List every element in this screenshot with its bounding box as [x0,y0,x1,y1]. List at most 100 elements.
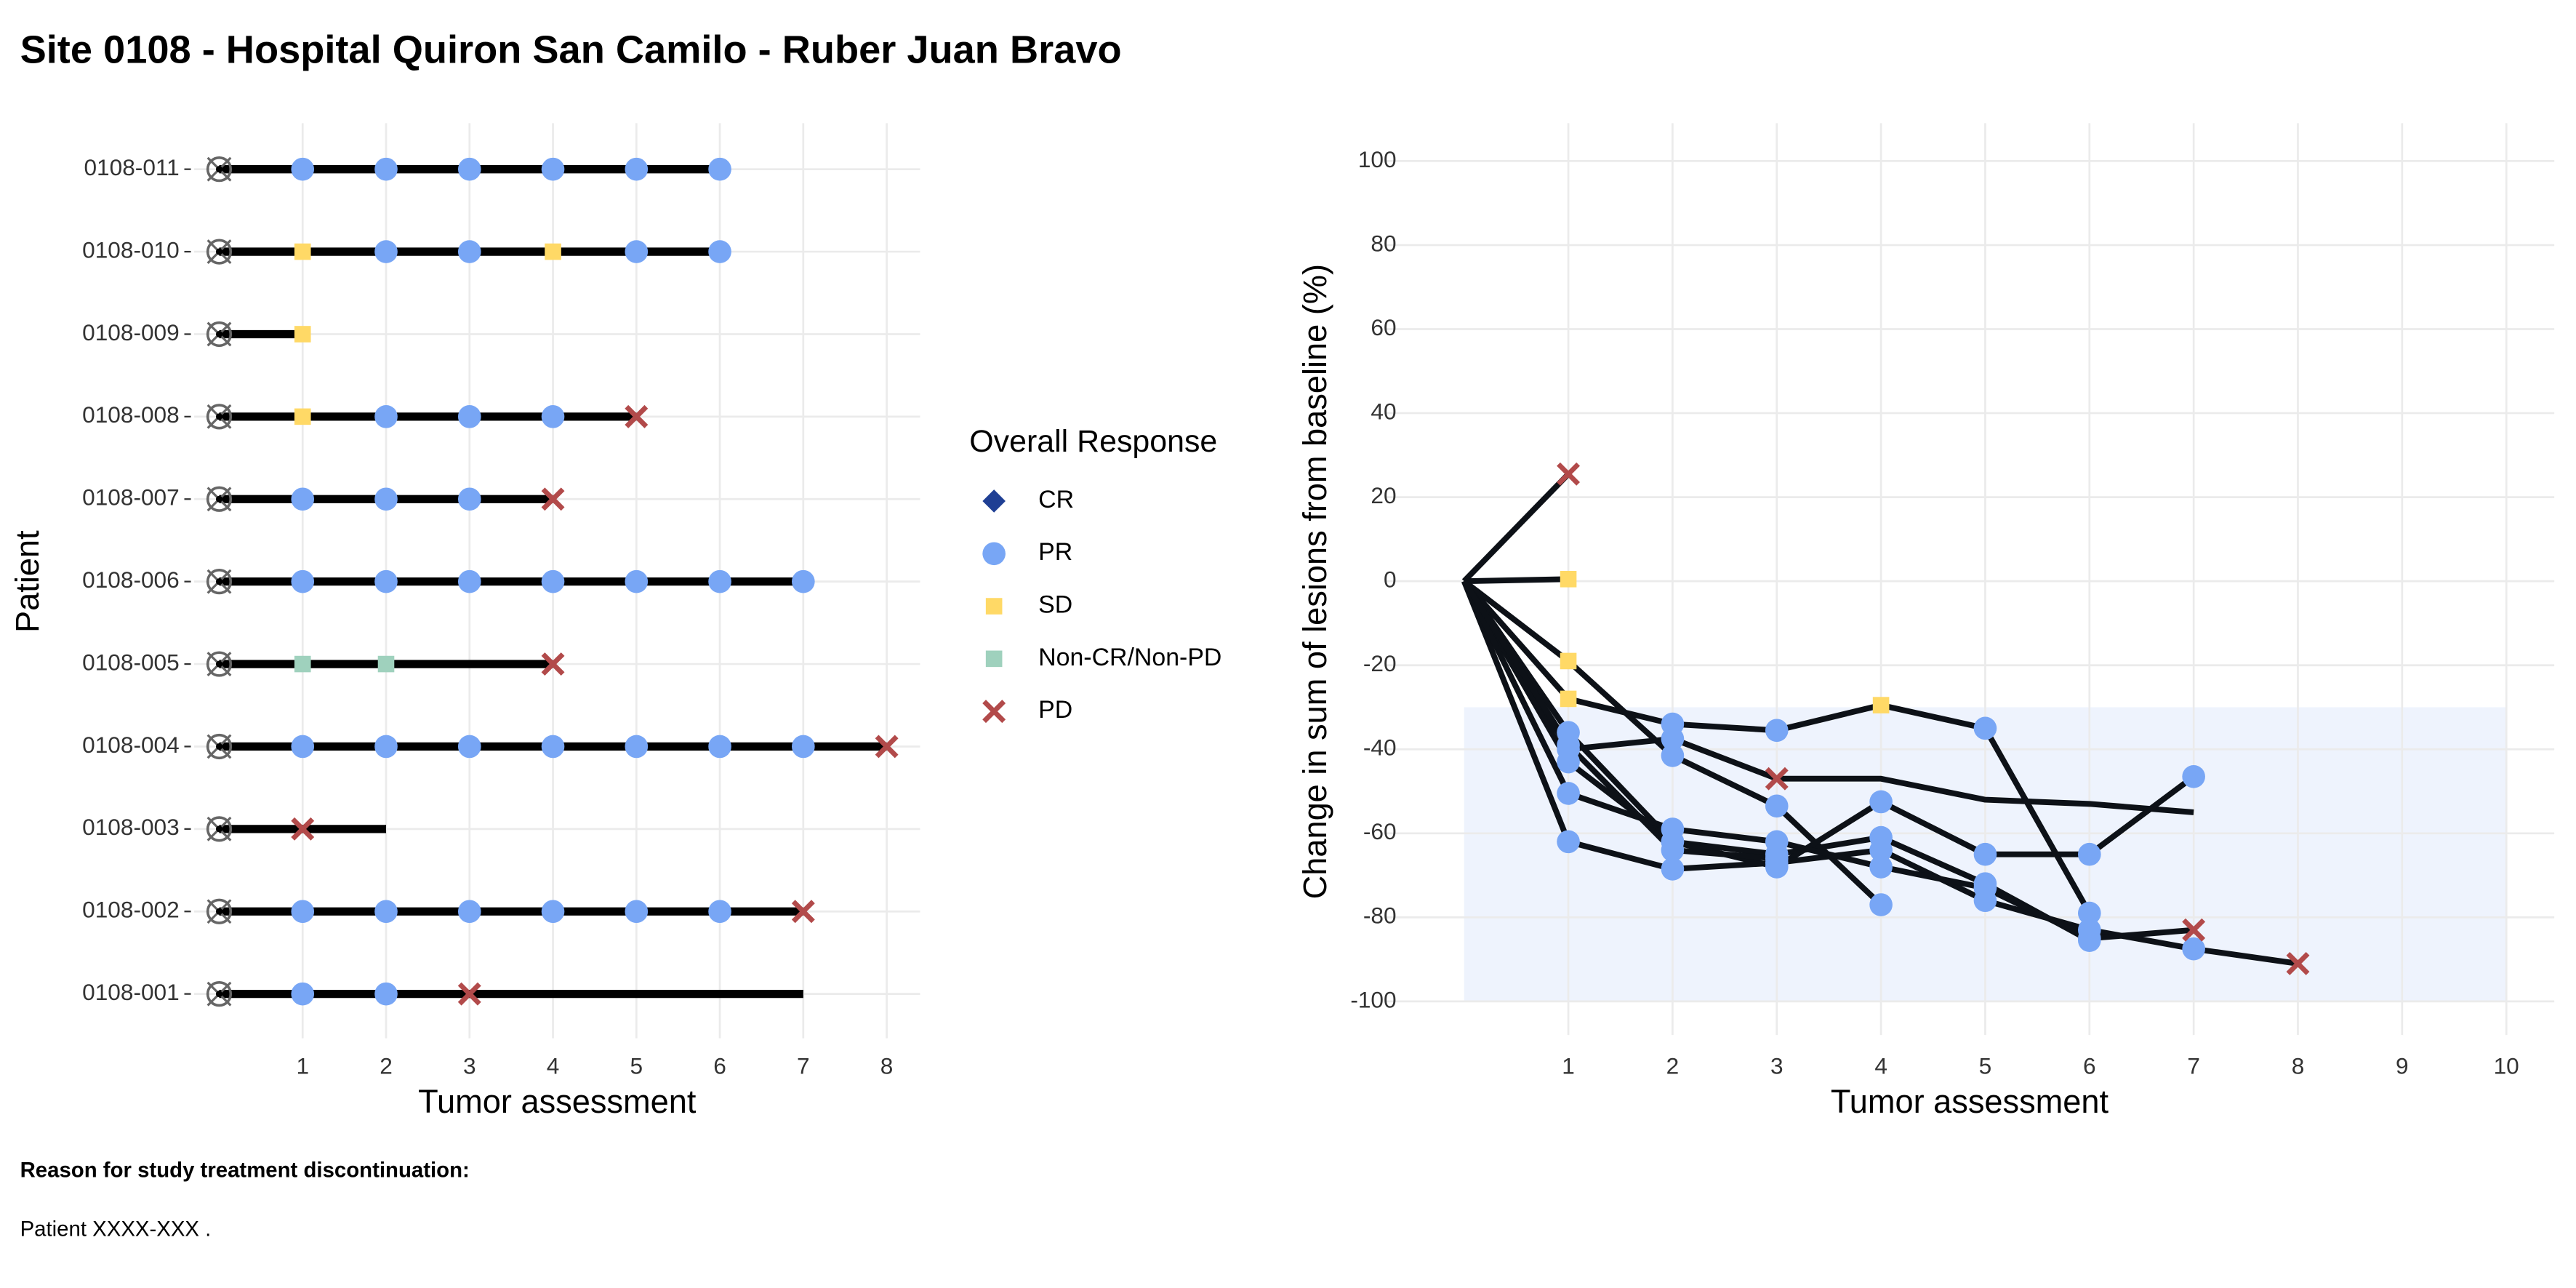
response-marker [708,900,731,924]
response-marker [374,900,398,924]
baseline-marker [215,825,223,833]
x-tick-label: 2 [1666,1053,1680,1079]
response-marker [2077,927,2101,951]
response-marker [294,243,311,260]
response-marker [1661,857,1685,881]
response-marker [1973,876,1997,900]
response-marker [708,569,731,593]
response-marker [374,735,398,759]
patient-line [1464,576,1569,585]
response-marker [1557,830,1580,854]
response-marker [541,487,565,511]
response-marker [374,487,398,511]
baseline-marker [215,495,223,503]
response-marker [875,735,899,759]
response-marker [1869,893,1893,916]
response-marker [541,735,565,759]
response-marker [1869,855,1893,879]
response-marker [1557,782,1580,805]
response-marker [1557,733,1580,757]
legend-label: SD [1038,591,1072,618]
response-marker [541,652,565,676]
response-marker [457,405,481,428]
response-marker [708,240,731,263]
response-marker [625,404,649,428]
response-marker [2286,951,2310,975]
legend-symbol [985,598,1003,615]
baseline-marker [215,991,223,998]
response-marker [545,243,561,260]
y-tick-label: 0108-008 [82,401,180,428]
legend-label: Non-CR/Non-PD [1038,644,1221,671]
response-marker [1869,790,1893,814]
response-marker [708,157,731,181]
response-marker [625,240,649,263]
y-tick-label: 0108-001 [82,979,180,1005]
x-tick-label: 1 [1562,1053,1575,1079]
baseline-marker [215,660,223,668]
response-marker [791,900,815,924]
response-marker [625,735,649,759]
response-marker [2182,937,2205,961]
legend-symbol [982,700,1006,724]
x-tick-label: 1 [296,1053,309,1079]
response-marker [1560,690,1577,708]
response-marker [1765,794,1789,818]
x-axis-title: Tumor assessment [418,1083,697,1120]
patient-line [1461,472,1570,583]
response-marker [792,569,815,593]
response-marker [1560,570,1577,588]
baseline-marker [215,330,223,337]
response-marker [1765,847,1789,871]
baseline-marker [206,404,233,430]
y-tick-label: 0108-007 [82,484,180,511]
legend-title: Overall Response [969,424,1217,459]
x-tick-label: 4 [1874,1053,1887,1079]
baseline-marker [215,166,223,173]
y-tick-label: -20 [1363,650,1397,676]
response-marker [291,487,315,511]
response-marker [541,405,565,428]
x-tick-label: 7 [797,1053,810,1079]
x-tick-label: 3 [463,1053,476,1079]
response-marker [1973,842,1997,866]
y-tick-label: 40 [1371,398,1396,424]
page-title: Site 0108 - Hospital Quiron San Camilo -… [20,28,1122,72]
baseline-marker [206,486,233,512]
baseline-marker [206,569,233,595]
response-marker [1661,817,1685,841]
x-tick-label: 4 [547,1053,560,1079]
response-marker [1560,652,1577,670]
response-marker [2077,901,2101,925]
response-marker [457,157,481,181]
y-tick-label: 0108-003 [82,814,180,840]
x-tick-label: 8 [880,1053,894,1079]
response-marker [708,735,731,759]
response-marker [1661,744,1685,767]
footer-text: Patient XXXX-XXX . [20,1217,212,1241]
y-tick-label: -80 [1363,903,1397,929]
response-marker [457,487,481,511]
response-marker [1765,719,1789,743]
y-tick-label: 60 [1371,314,1396,340]
patient-line [1461,580,2196,870]
response-marker [625,569,649,593]
patient-line [1461,580,2194,942]
response-marker [291,982,315,1006]
response-marker [2182,918,2206,942]
y-tick-label: 100 [1358,146,1397,172]
footer-heading: Reason for study treatment discontinuati… [20,1158,470,1182]
response-marker [457,982,481,1006]
response-marker [377,655,395,673]
x-tick-label: 6 [2083,1053,2096,1079]
y-axis-title: Patient [9,530,46,633]
y-tick-label: -40 [1363,735,1397,761]
response-marker [374,569,398,593]
y-tick-label: 0108-011 [84,154,179,180]
x-tick-label: 2 [380,1053,393,1079]
y-tick-label: 0108-004 [82,732,180,758]
response-marker [457,240,481,263]
baseline-marker [206,981,233,1007]
y-tick-label: 0108-005 [82,649,180,675]
